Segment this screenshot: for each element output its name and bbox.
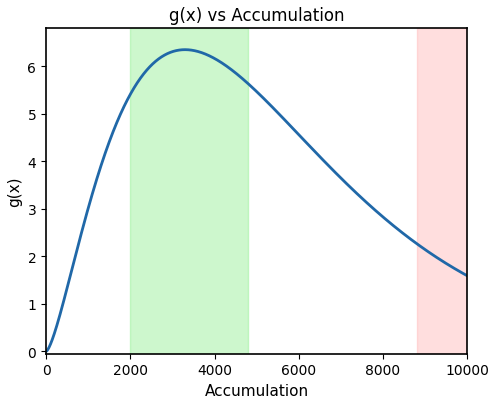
- X-axis label: Accumulation: Accumulation: [204, 383, 309, 398]
- Bar: [417, 29, 467, 354]
- Y-axis label: g(x): g(x): [7, 176, 22, 207]
- Bar: [130, 29, 248, 354]
- Title: g(x) vs Accumulation: g(x) vs Accumulation: [169, 7, 344, 25]
